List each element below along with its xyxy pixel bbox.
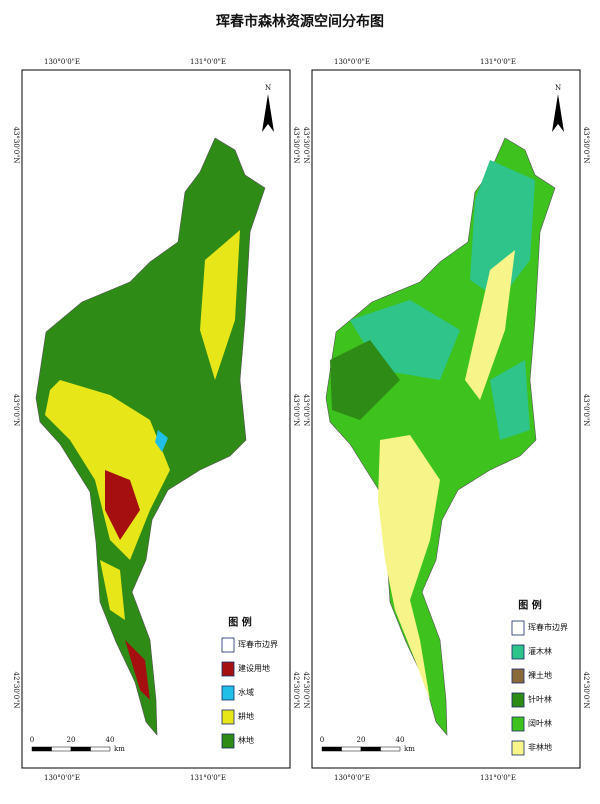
legend-label: 珲春市边界 xyxy=(528,622,568,632)
legend-swatch xyxy=(511,716,525,732)
lon-label: 130°0'0"E xyxy=(334,58,370,66)
lon-label: 130°0'0"E xyxy=(44,58,80,66)
scale-segment xyxy=(360,746,381,752)
legend-label: 阔叶林 xyxy=(528,718,552,728)
scale-label: 0 xyxy=(320,736,324,744)
lat-label: 42°30'0"N xyxy=(12,671,20,708)
scale-segment xyxy=(70,746,91,752)
scale-unit: km xyxy=(114,745,125,753)
north-label: N xyxy=(265,84,271,92)
scale-unit: km xyxy=(404,745,415,753)
scale-label: 40 xyxy=(396,736,405,744)
scale-label: 20 xyxy=(357,736,366,744)
land-cover-patch xyxy=(125,640,150,700)
north-label: N xyxy=(555,84,561,92)
land-cover-patch xyxy=(378,435,440,700)
legend-swatch xyxy=(221,661,235,677)
title: 珲春市森林资源空间分布图 xyxy=(216,13,384,30)
legend-label: 林地 xyxy=(238,735,254,745)
legend-label: 珲春市边界 xyxy=(238,639,278,649)
land-cover-patch xyxy=(105,470,140,540)
legend-label: 建设用地 xyxy=(238,663,270,673)
north-arrow xyxy=(552,94,564,132)
map-frame xyxy=(311,69,581,769)
legend-swatch xyxy=(221,637,235,653)
legend-swatch xyxy=(511,740,525,756)
legend-swatch xyxy=(511,620,525,636)
scale-label: 40 xyxy=(106,736,115,744)
lon-label: 131°0'0"E xyxy=(190,58,226,66)
legend-swatch xyxy=(221,733,235,749)
lat-label: 43°30'0"N xyxy=(302,126,310,163)
legend-title: 图 例 xyxy=(228,616,251,629)
scale-label: 20 xyxy=(67,736,76,744)
lon-label: 130°0'0"E xyxy=(44,774,80,782)
legend-swatch xyxy=(511,644,525,660)
lat-label: 43°30'0"N xyxy=(12,126,20,163)
legend-label: 非林地 xyxy=(528,742,552,752)
lat-label: 43°0'0"N xyxy=(12,394,20,427)
land-cover-patch xyxy=(465,250,515,400)
land-cover-patch xyxy=(200,230,240,380)
lon-label: 131°0'0"E xyxy=(480,58,516,66)
scale-segment xyxy=(321,746,342,752)
lon-label: 131°0'0"E xyxy=(480,774,516,782)
legend-label: 耕地 xyxy=(238,711,254,721)
legend-label: 针叶林 xyxy=(528,694,552,704)
legend-swatch xyxy=(221,685,235,701)
legend-label: 水域 xyxy=(238,687,254,697)
lat-label: 43°30'0"N xyxy=(582,126,590,163)
land-cover-patch xyxy=(155,430,168,452)
scale-segment xyxy=(90,746,111,752)
lat-label: 43°0'0"N xyxy=(582,394,590,427)
legend-swatch xyxy=(511,692,525,708)
scale-segment xyxy=(380,746,401,752)
legend-label: 灌木林 xyxy=(528,646,552,656)
scale-segment xyxy=(341,746,362,752)
land-cover-patch xyxy=(45,380,170,560)
legend-title: 图 例 xyxy=(518,599,541,612)
lat-label: 42°30'0"N xyxy=(302,671,310,708)
legend-label: 裸土地 xyxy=(528,670,552,680)
lon-label: 131°0'0"E xyxy=(190,774,226,782)
map-frame xyxy=(21,69,291,769)
legend-swatch xyxy=(511,668,525,684)
lat-label: 42°30'0"N xyxy=(292,671,300,708)
scale-label: 0 xyxy=(30,736,34,744)
land-cover-patch xyxy=(490,360,530,440)
legend-swatch xyxy=(221,709,235,725)
north-arrow xyxy=(262,94,274,132)
land-cover-patch xyxy=(100,560,125,620)
lat-label: 43°30'0"N xyxy=(292,126,300,163)
scale-segment xyxy=(31,746,52,752)
land-cover-patch xyxy=(470,160,535,300)
land-cover-patch xyxy=(330,340,400,420)
lat-label: 43°0'0"N xyxy=(292,394,300,427)
lat-label: 42°30'0"N xyxy=(582,671,590,708)
lat-label: 43°0'0"N xyxy=(302,394,310,427)
scale-segment xyxy=(51,746,72,752)
lon-label: 130°0'0"E xyxy=(334,774,370,782)
